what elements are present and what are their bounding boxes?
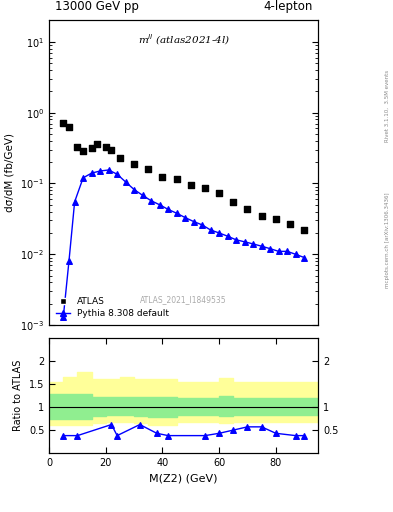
Point [88, 143, 95, 152]
Point [140, 191, 146, 199]
Point [216, 429, 222, 437]
Point [273, 429, 279, 437]
Point [173, 209, 180, 217]
Point [72, 198, 78, 206]
Text: Rivet 3.1.10,  3.5M events: Rivet 3.1.10, 3.5M events [385, 70, 390, 142]
Point [287, 220, 293, 228]
Y-axis label: Ratio to ATLAS: Ratio to ATLAS [13, 360, 23, 431]
Point [273, 215, 279, 223]
Point [202, 184, 208, 193]
Point [105, 166, 112, 174]
Point [74, 143, 81, 151]
Text: m$^{ll}$ (atlas2021-4l): m$^{ll}$ (atlas2021-4l) [138, 33, 230, 48]
Y-axis label: dσ/dM (fb/GeV): dσ/dM (fb/GeV) [5, 133, 15, 212]
Point [165, 205, 171, 214]
Text: 13000 GeV pp: 13000 GeV pp [55, 0, 138, 13]
Point [156, 201, 163, 209]
Text: 4-lepton: 4-lepton [264, 0, 313, 13]
Point [137, 420, 143, 429]
Point [216, 189, 222, 197]
Point [230, 198, 237, 206]
Text: ATLAS_2021_I1849535: ATLAS_2021_I1849535 [140, 295, 227, 304]
Point [301, 253, 307, 262]
Point [292, 432, 299, 440]
Point [191, 218, 197, 226]
Point [301, 432, 307, 440]
Text: mcplots.cern.ch [arXiv:1306.3436]: mcplots.cern.ch [arXiv:1306.3436] [385, 192, 390, 288]
Point [60, 313, 66, 321]
Point [301, 226, 307, 234]
Point [145, 165, 151, 173]
Point [250, 240, 256, 248]
Point [108, 420, 115, 429]
Point [259, 242, 265, 250]
Point [131, 185, 137, 194]
Point [80, 174, 86, 182]
Point [275, 247, 282, 255]
Point [173, 175, 180, 183]
Point [259, 211, 265, 220]
Point [202, 432, 208, 440]
Point [117, 154, 123, 162]
Point [208, 226, 214, 234]
Point [259, 423, 265, 431]
Point [165, 432, 171, 440]
Point [123, 178, 129, 186]
Point [108, 145, 115, 154]
Point [224, 232, 231, 240]
Point [80, 146, 86, 155]
Legend: ATLAS, Pythia 8.308 default: ATLAS, Pythia 8.308 default [53, 294, 172, 321]
Point [199, 221, 205, 229]
Point [97, 167, 103, 175]
Point [114, 170, 120, 178]
Point [74, 432, 81, 440]
Point [233, 236, 239, 244]
Point [131, 160, 137, 168]
X-axis label: M(Z2) (GeV): M(Z2) (GeV) [149, 474, 218, 483]
Point [148, 197, 154, 205]
Point [284, 247, 290, 255]
Point [94, 140, 101, 148]
Point [114, 432, 120, 440]
Point [182, 214, 188, 222]
Point [244, 423, 251, 431]
Point [244, 205, 251, 213]
Point [154, 429, 160, 437]
Point [188, 181, 194, 189]
Point [66, 257, 72, 265]
Point [267, 245, 273, 253]
Point [88, 169, 95, 177]
Point [230, 426, 237, 434]
Point [66, 123, 72, 132]
Point [60, 119, 66, 127]
Point [103, 143, 109, 151]
Point [242, 238, 248, 246]
Point [159, 173, 165, 181]
Point [292, 250, 299, 259]
Point [60, 432, 66, 440]
Point [216, 229, 222, 237]
